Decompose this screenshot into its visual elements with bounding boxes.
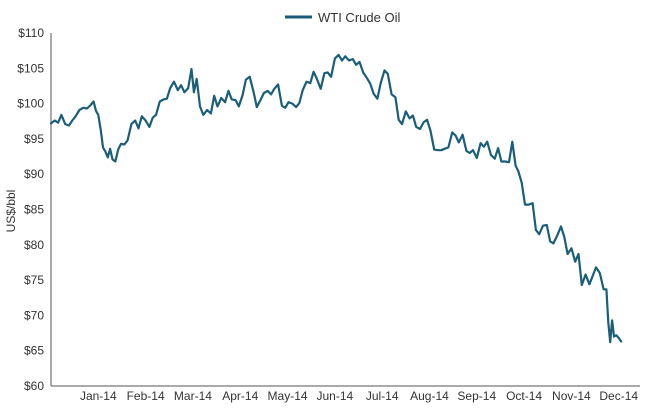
legend-label-wti: WTI Crude Oil [318,10,400,25]
y-tick-label: $75 [24,273,44,287]
x-axis-ticks: Jan-14 Feb-14 Mar-14 Apr-14 May-14 Jun-14 Jul-… [80,389,638,403]
x-tick-label: Nov-14 [552,389,591,403]
x-tick-label: Jan-14 [80,389,117,403]
x-tick-label: Feb-14 [127,389,165,403]
y-axis-ticks: $110 $105 $100 $95 $90 $85 $80 $75 $70 $65 $60 [17,26,44,393]
series-line-wti [49,53,623,344]
x-tick-label: Sep-14 [457,389,496,403]
y-tick-label: $80 [24,238,44,252]
x-tick-label: Mar-14 [174,389,212,403]
y-tick-label: $110 [18,26,44,40]
x-tick-label: Apr-14 [222,389,258,403]
x-tick-label: Jul-14 [366,389,399,403]
y-tick-label: $100 [17,97,44,111]
x-tick-label: May-14 [268,389,308,403]
y-tick-label: $60 [24,379,44,393]
x-tick-label: Oct-14 [506,389,542,403]
y-tick-label: $85 [24,203,44,217]
y-tick-label: $70 [24,308,44,322]
y-axis-title: US$/bbl [4,190,18,233]
x-tick-label: Jun-14 [317,389,354,403]
y-tick-label: $65 [24,344,44,358]
x-tick-label: Dec-14 [599,389,638,403]
y-tick-label: $90 [24,167,44,181]
legend: WTI Crude Oil [285,10,400,25]
y-tick-label: $105 [17,61,44,75]
y-tick-label: $95 [24,132,44,146]
x-tick-label: Aug-14 [410,389,449,403]
